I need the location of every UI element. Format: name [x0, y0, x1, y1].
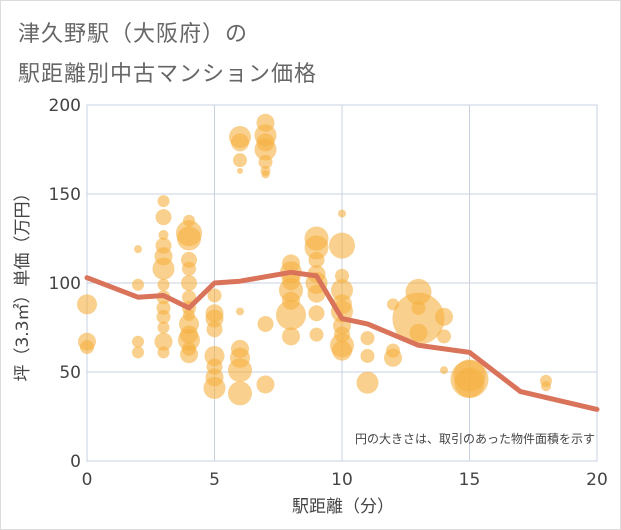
bubble-point: [454, 367, 485, 398]
bubble-point: [338, 209, 346, 218]
bubble-point: [308, 305, 325, 322]
bubble-point: [257, 315, 274, 332]
bubble-point: [440, 366, 448, 375]
bubble-point: [304, 235, 329, 260]
bubble-point: [134, 245, 142, 254]
x-tick-label: 5: [209, 470, 220, 490]
bubble-point: [182, 261, 196, 276]
bubble-point: [182, 290, 196, 305]
bubble-point: [157, 346, 170, 359]
bubble-point: [157, 278, 170, 291]
bubble-point: [203, 377, 226, 400]
y-tick-label: 150: [49, 185, 81, 205]
bubble-point: [180, 345, 198, 364]
bubble-point: [132, 346, 144, 359]
bubble-point: [181, 275, 197, 291]
bubble-point: [155, 209, 172, 226]
bubble-point: [256, 375, 275, 394]
bubble-point: [258, 154, 273, 169]
bubble-point: [384, 348, 402, 367]
average-price-line: [84, 269, 600, 412]
bubble-point: [132, 335, 144, 348]
bubble-point: [231, 133, 249, 152]
bubble-point: [356, 371, 379, 394]
y-tick-label: 50: [59, 363, 81, 383]
bubble-point: [329, 232, 355, 259]
chart-title-line1: 津久野駅（大阪府）の: [18, 22, 249, 47]
bubble-point: [156, 309, 171, 324]
bubble-point: [254, 138, 277, 161]
bubble-point: [228, 381, 252, 406]
size-note: 円の大きさは、取引のあった物件面積を示す: [355, 431, 595, 446]
bubble-point: [282, 327, 300, 346]
bubble-point: [233, 153, 247, 168]
x-tick-label: 10: [331, 470, 353, 490]
bubble-point: [541, 381, 551, 392]
bubble-point: [152, 257, 175, 280]
bubble-point: [435, 307, 453, 326]
bubble-point: [276, 300, 306, 331]
bubble-point: [157, 195, 170, 208]
bubble-point: [437, 329, 451, 344]
bubble-point: [80, 340, 94, 355]
chart-title-line2: 駅距離別中古マンション価格: [18, 62, 318, 87]
grid-lines: [86, 104, 598, 462]
bubble-point: [335, 268, 349, 283]
bubble-point: [154, 332, 173, 351]
x-tick-label: 15: [459, 470, 481, 490]
bubble-point: [228, 358, 252, 383]
x-axis-label: 駅距離（分）: [292, 497, 394, 517]
bubble-point: [236, 307, 244, 316]
y-tick-label: 0: [70, 452, 81, 472]
bubble-point: [308, 251, 325, 268]
bubble-point: [158, 229, 169, 240]
x-tick-label: 20: [586, 470, 608, 490]
bubble-point: [331, 279, 353, 302]
bubble-point: [157, 321, 170, 334]
bubble-point: [392, 292, 445, 345]
bubble-point: [261, 170, 270, 179]
bubble-point: [360, 331, 375, 346]
bubble-point: [409, 323, 428, 342]
bubble-point: [77, 294, 97, 315]
y-axis-label: 坪（3.3㎡）単価（万円）: [13, 184, 33, 381]
bubble-point: [360, 348, 375, 363]
average-line: [84, 269, 600, 412]
y-tick-label: 200: [49, 96, 81, 116]
bubble-point: [207, 288, 222, 303]
bubble-point: [237, 167, 243, 174]
x-tick-label: 0: [82, 470, 93, 490]
bubble-point: [206, 321, 223, 338]
y-tick-label: 100: [49, 274, 81, 294]
bubble-point: [132, 278, 144, 291]
bubble-point: [309, 327, 324, 342]
bubble-point: [332, 340, 352, 361]
bubble-point: [307, 284, 326, 303]
bubble-point: [177, 226, 201, 251]
